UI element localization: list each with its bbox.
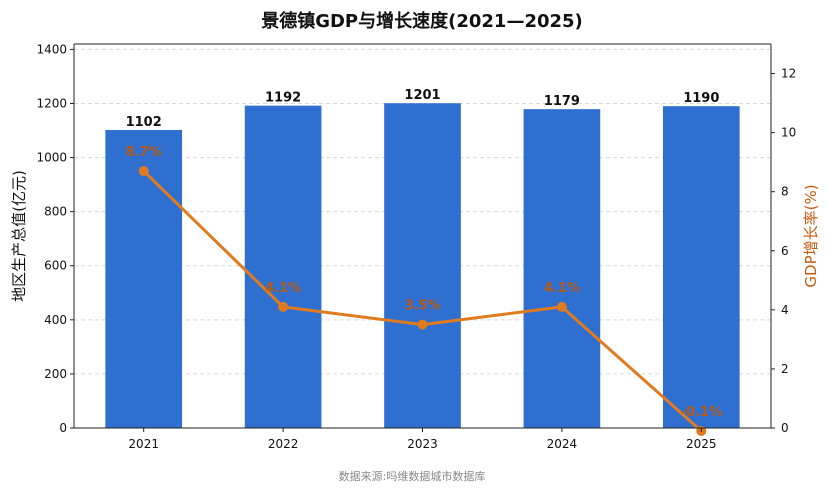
y2-tick-label: 4 — [781, 303, 789, 317]
y-tick-label: 800 — [44, 205, 67, 219]
y-tick-label: 200 — [44, 367, 67, 381]
chart-title: 景德镇GDP与增长速度(2021—2025) — [261, 10, 583, 32]
y-tick-label: 0 — [59, 421, 67, 435]
y2-axis-label: GDP增长率(%) — [802, 184, 820, 287]
y-tick-label: 1400 — [36, 42, 67, 56]
x-tick-label: 2021 — [128, 437, 159, 451]
growth-point-2021 — [138, 166, 149, 177]
bar-value-label: 1179 — [544, 94, 580, 109]
bar-2024 — [523, 109, 601, 429]
growth-value-label: 8.7% — [126, 145, 162, 160]
axes-layer: 0 200 400 600 800 1000 1200 1400 0 2 4 6 8 10 12 2021 20… — [36, 42, 796, 451]
growth-point-2022 — [278, 301, 289, 312]
y-tick-label: 400 — [44, 313, 67, 327]
bar-value-label: 1190 — [683, 91, 719, 106]
bar-2025 — [662, 106, 740, 429]
x-tick-label: 2025 — [686, 437, 717, 451]
growth-point-2023 — [417, 319, 428, 330]
bar-2021 — [105, 129, 183, 428]
y2-tick-label: 6 — [781, 244, 789, 258]
y2-tick-label: 12 — [781, 67, 796, 81]
bar-2022 — [244, 105, 322, 428]
labels-layer: 1102 1192 1201 1179 1190 8.7% 4.1% 3.5% 4.1% -0.1… — [126, 88, 722, 420]
y-tick-label: 1000 — [36, 151, 67, 165]
bars-layer — [105, 103, 740, 429]
bar-value-label: 1102 — [126, 115, 162, 130]
x-tick-label: 2022 — [268, 437, 299, 451]
y2-tick-label: 8 — [781, 185, 789, 199]
y-axis-label: 地区生产总值(亿元) — [10, 170, 28, 302]
bar-value-label: 1192 — [265, 91, 301, 106]
y2-tick-label: 10 — [781, 126, 796, 140]
bar-value-label: 1201 — [404, 88, 440, 103]
growth-value-label: 4.1% — [544, 281, 580, 296]
growth-value-label: 3.5% — [404, 299, 440, 314]
y-tick-label: 600 — [44, 259, 67, 273]
x-tick-label: 2024 — [547, 437, 578, 451]
growth-value-label: 4.1% — [265, 281, 301, 296]
growth-value-label: -0.1% — [681, 405, 722, 420]
x-tick-label: 2023 — [407, 437, 438, 451]
source-note: 数据来源:吗维数据城市数据库 — [339, 469, 486, 483]
y-tick-label: 1200 — [36, 96, 67, 110]
y2-tick-label: 2 — [781, 362, 789, 376]
growth-point-2024 — [556, 301, 567, 312]
y2-tick-label: 0 — [781, 421, 789, 435]
bar-2023 — [384, 103, 461, 428]
